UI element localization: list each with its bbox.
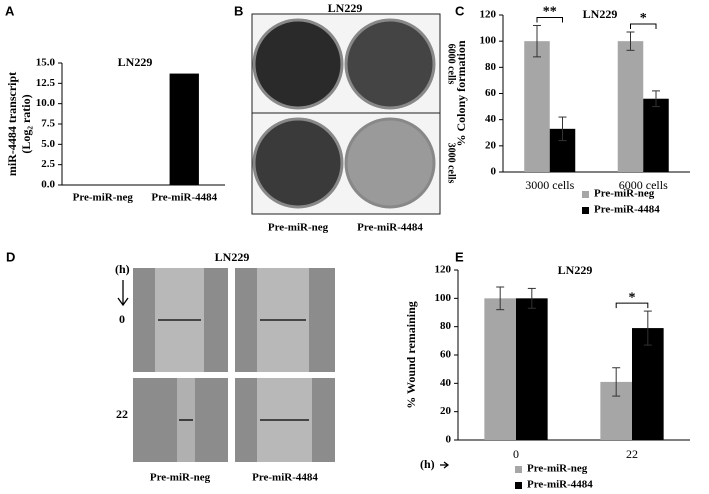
- column-label: Pre-miR-neg: [150, 472, 211, 484]
- panel-letter: D: [6, 249, 15, 264]
- dish: [344, 18, 436, 110]
- error-bar: [527, 287, 536, 309]
- bar: [643, 98, 669, 172]
- y-tick-label: 10.0: [36, 97, 56, 109]
- chart-title: LN229: [583, 7, 618, 21]
- legend-swatch: [582, 207, 589, 214]
- y-tick-label: 7.5: [41, 118, 55, 130]
- legend-label: Pre-miR-neg: [594, 188, 655, 200]
- significance-label: **: [543, 5, 557, 20]
- chart-title: LN229: [118, 55, 153, 69]
- y-tick-label: 0: [446, 434, 452, 446]
- legend-label: Pre-miR-4484: [594, 204, 660, 216]
- x-tick-label: 3000 cells: [525, 178, 574, 192]
- dish: [252, 117, 344, 209]
- x-tick-label: 22: [626, 447, 638, 461]
- significance-label: *: [640, 11, 647, 26]
- panel-letter: C: [455, 3, 465, 18]
- y-tick-label: 60: [440, 349, 452, 361]
- x-tick-label: Pre-miR-neg: [73, 192, 134, 204]
- significance-bracket: [536, 16, 563, 23]
- legend-swatch: [582, 191, 589, 198]
- bar: [617, 41, 644, 172]
- x-tick-label: 6000 cells: [619, 178, 668, 192]
- bar: [524, 41, 550, 172]
- chart-title: LN229: [558, 263, 593, 277]
- cell-edge: [235, 378, 257, 462]
- y-tick-label: 12.5: [36, 77, 56, 89]
- panel-letter: E: [455, 249, 464, 264]
- error-bar: [496, 286, 505, 311]
- legend-swatch: [515, 482, 522, 489]
- row-label: 3000 cells: [446, 143, 457, 184]
- error-bar: [643, 310, 652, 346]
- y-tick-label: 40: [485, 113, 497, 125]
- panel-letter: B: [234, 3, 243, 18]
- y-tick-label: 120: [435, 264, 452, 276]
- column-label: Pre-miR-neg: [268, 222, 329, 234]
- row-label: 22: [116, 407, 128, 421]
- y-tick-label: 100: [435, 292, 452, 304]
- error-bar: [612, 367, 621, 397]
- y-tick-label: 15.0: [36, 57, 56, 69]
- legend-swatch: [515, 466, 522, 473]
- cell-edge: [133, 378, 177, 462]
- panel-letter: A: [5, 3, 15, 18]
- row-label: 0: [119, 312, 125, 326]
- cell-edge: [235, 268, 257, 372]
- error-bar: [626, 31, 635, 51]
- x-tick-label: Pre-miR-4484: [151, 192, 217, 204]
- y-axis-label: % Colony formation: [454, 40, 468, 146]
- colony-images: [251, 13, 441, 215]
- y-tick-label: 0: [491, 166, 497, 178]
- column-label: Pre-miR-4484: [357, 222, 423, 234]
- significance-bracket: [630, 23, 657, 30]
- significance-label: *: [629, 290, 636, 305]
- cell-edge: [312, 378, 335, 462]
- error-bar: [533, 24, 541, 58]
- bar: [169, 73, 199, 185]
- cell-edge: [195, 378, 228, 462]
- panel-title: LN229: [215, 250, 250, 264]
- dish: [344, 117, 436, 209]
- y-tick-label: 20: [485, 139, 497, 151]
- time-label: (h): [115, 262, 130, 276]
- cell-edge: [204, 268, 228, 372]
- y-tick-label: 5.0: [41, 138, 55, 150]
- bar: [484, 298, 516, 440]
- x-axis-label: (h): [420, 457, 435, 471]
- error-bar: [558, 116, 567, 142]
- row-label: 6000 cells: [446, 44, 457, 85]
- legend-label: Pre-miR-4484: [527, 479, 593, 491]
- y-tick-label: 40: [440, 377, 452, 389]
- bar: [632, 328, 664, 440]
- y-axis-label: (Log₂ ratio): [19, 94, 33, 153]
- y-tick-label: 80: [440, 320, 452, 332]
- bar: [516, 298, 548, 440]
- significance-bracket: [615, 302, 649, 309]
- y-axis-label: % Wound remaining: [404, 301, 418, 409]
- wound-images: [117, 268, 450, 469]
- y-tick-label: 2.5: [41, 158, 55, 170]
- arrows: [117, 280, 450, 469]
- legend-label: Pre-miR-neg: [527, 463, 588, 475]
- y-tick-label: 120: [480, 9, 497, 21]
- y-tick-label: 20: [440, 405, 452, 417]
- y-tick-label: 0.0: [41, 179, 55, 191]
- error-bar: [652, 90, 660, 108]
- panel-title: LN229: [328, 1, 363, 15]
- column-label: Pre-miR-4484: [252, 472, 318, 484]
- y-tick-label: 100: [480, 35, 497, 47]
- cell-edge: [133, 268, 155, 372]
- y-axis-label: miR-4484 transcript: [5, 72, 19, 176]
- x-tick-label: 0: [513, 447, 519, 461]
- cell-edge: [309, 268, 335, 372]
- y-tick-label: 60: [485, 87, 497, 99]
- y-tick-label: 80: [485, 61, 497, 73]
- dish: [252, 18, 344, 110]
